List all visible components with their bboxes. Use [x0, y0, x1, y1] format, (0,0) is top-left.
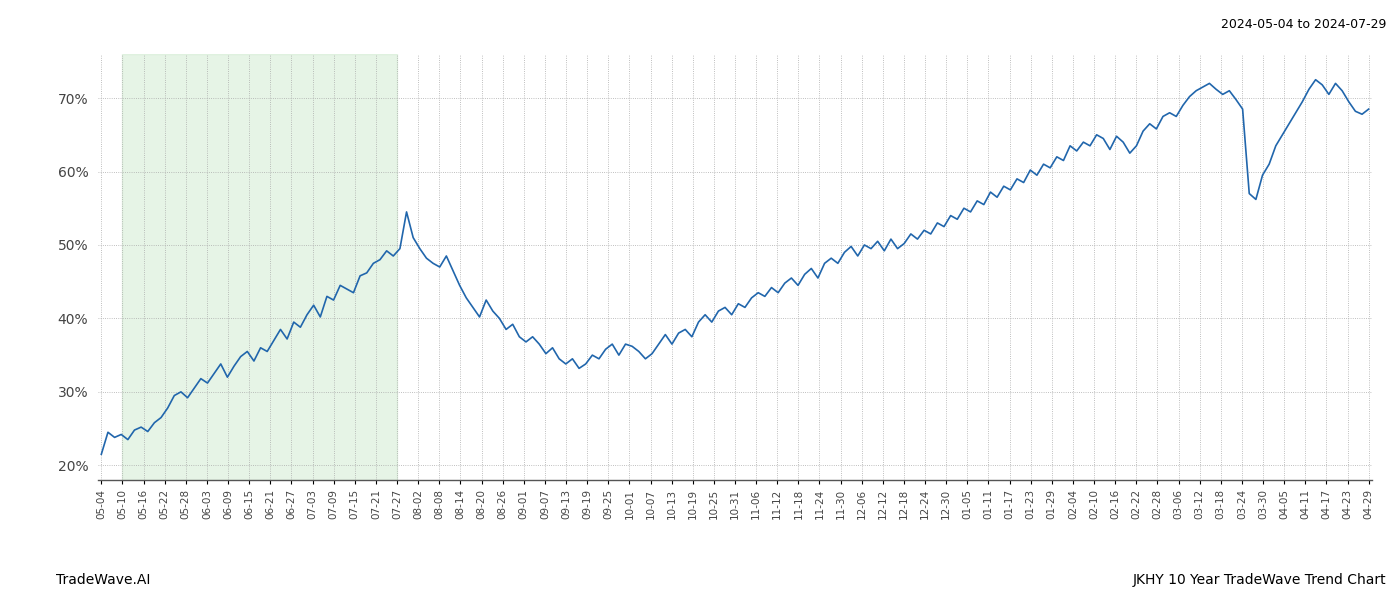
Text: 2024-05-04 to 2024-07-29: 2024-05-04 to 2024-07-29 [1221, 18, 1386, 31]
Text: TradeWave.AI: TradeWave.AI [56, 573, 150, 587]
Bar [122, 54, 398, 480]
Text: JKHY 10 Year TradeWave Trend Chart: JKHY 10 Year TradeWave Trend Chart [1133, 573, 1386, 587]
